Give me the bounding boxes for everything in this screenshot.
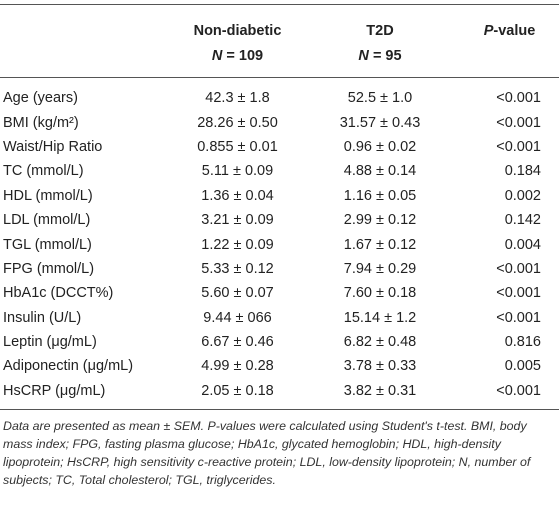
p-value: 0.004 bbox=[504, 236, 541, 253]
header-text: -value bbox=[493, 23, 536, 39]
p-value: <0.001 bbox=[496, 309, 541, 326]
cell-value: 2.05 ± 0.18 bbox=[201, 382, 274, 399]
header-cell bbox=[0, 5, 175, 43]
cell-value: 28.26 ± 0.50 bbox=[197, 114, 278, 131]
p-value: <0.001 bbox=[496, 114, 541, 131]
cell-value: 2.99 ± 0.12 bbox=[343, 212, 417, 229]
cell-value: 31.57 ± 0.43 bbox=[339, 114, 421, 131]
footnote: Data are presented as mean ± SEM. P-valu… bbox=[3, 419, 531, 487]
row-label: LDL (mmol/L) bbox=[3, 212, 91, 229]
table-header: Non-diabetic T2D P-value N = 109 N = 95 bbox=[0, 4, 559, 78]
cell-value: 15.14 ± 1.2 bbox=[343, 309, 417, 326]
cell-value: 1.22 ± 0.09 bbox=[201, 236, 274, 253]
table-row: FPG (mmol/L) 5.33 ± 0.12 7.94 ± 0.29 <0.001 bbox=[0, 257, 559, 281]
row-label: Adiponectin (μg/mL) bbox=[3, 358, 134, 375]
row-label: Insulin (U/L) bbox=[3, 309, 82, 326]
table-row: Leptin (μg/mL) 6.67 ± 0.46 6.82 ± 0.48 0.81… bbox=[0, 330, 559, 354]
table-row: Waist/Hip Ratio 0.855 ± 0.01 0.96 ± 0.02 <0… bbox=[0, 135, 559, 159]
p-value: 0.005 bbox=[504, 358, 541, 375]
cell-value: 6.67 ± 0.46 bbox=[201, 334, 274, 351]
p-value: <0.001 bbox=[496, 285, 541, 302]
cell-value: 9.44 ± 066 bbox=[203, 309, 272, 326]
row-label: FPG (mmol/L) bbox=[3, 260, 95, 277]
row-label: BMI (kg/m²) bbox=[3, 114, 79, 131]
header-cell bbox=[0, 42, 175, 78]
cell-value: 42.3 ± 1.8 bbox=[205, 90, 270, 107]
table-row: HsCRP (μg/mL) 2.05 ± 0.18 3.82 ± 0.31 <0.00… bbox=[0, 379, 559, 410]
table-row: Insulin (U/L) 9.44 ± 066 15.14 ± 1.2 <0.001 bbox=[0, 306, 559, 330]
p-value: <0.001 bbox=[496, 90, 541, 107]
row-label: HbA1c (DCCT%) bbox=[3, 285, 114, 302]
table-row: BMI (kg/m²) 28.26 ± 0.50 31.57 ± 0.43 <0.00… bbox=[0, 110, 559, 134]
cell-value: 3.21 ± 0.09 bbox=[201, 212, 274, 229]
table-body: Age (years) 42.3 ± 1.8 52.5 ± 1.0 <0.001 BMI… bbox=[0, 78, 559, 410]
header-cell: P-value bbox=[460, 5, 559, 43]
p-value: 0.816 bbox=[504, 334, 541, 351]
cell-value: 5.11 ± 0.09 bbox=[201, 163, 274, 180]
row-label: Waist/Hip Ratio bbox=[3, 138, 103, 155]
cell-value: 4.99 ± 0.28 bbox=[201, 358, 274, 375]
table-row: TC (mmol/L) 5.11 ± 0.09 4.88 ± 0.14 0.184 bbox=[0, 159, 559, 183]
table-row: HbA1c (DCCT%) 5.60 ± 0.07 7.60 ± 0.18 <0.00… bbox=[0, 281, 559, 305]
table-row: TGL (mmol/L) 1.22 ± 0.09 1.67 ± 0.12 0.004 bbox=[0, 232, 559, 256]
cell-value: 5.33 ± 0.12 bbox=[201, 260, 274, 277]
header-text: = 95 bbox=[372, 48, 402, 64]
header-text: = 109 bbox=[226, 48, 264, 64]
p-value: 0.002 bbox=[504, 187, 541, 204]
cell-value: 4.88 ± 0.14 bbox=[343, 163, 417, 180]
italic-text: P bbox=[483, 23, 494, 39]
row-label: HDL (mmol/L) bbox=[3, 187, 93, 204]
italic-text: N bbox=[358, 48, 369, 64]
header-cell: Non-diabetic bbox=[193, 23, 282, 39]
table-row: Adiponectin (μg/mL) 4.99 ± 0.28 3.78 ± 0.3… bbox=[0, 354, 559, 378]
header-cell: N = 95 bbox=[300, 42, 460, 78]
row-label: Age (years) bbox=[3, 90, 78, 107]
p-value: 0.184 bbox=[504, 163, 541, 180]
table-row: HDL (mmol/L) 1.36 ± 0.04 1.16 ± 0.05 0.002 bbox=[0, 184, 559, 208]
row-label: HsCRP (μg/mL) bbox=[3, 382, 106, 399]
cell-value: 7.60 ± 0.18 bbox=[343, 285, 417, 302]
cell-value: 5.60 ± 0.07 bbox=[201, 285, 274, 302]
cell-value: 3.78 ± 0.33 bbox=[343, 358, 417, 375]
cell-value: 6.82 ± 0.48 bbox=[343, 334, 417, 351]
p-value: 0.142 bbox=[504, 212, 541, 229]
row-label: TGL (mmol/L) bbox=[3, 236, 92, 253]
cell-value: 7.94 ± 0.29 bbox=[343, 260, 417, 277]
header-cell: N = 109 bbox=[175, 42, 300, 78]
p-value: <0.001 bbox=[496, 260, 541, 277]
cell-value: 0.855 ± 0.01 bbox=[197, 138, 278, 155]
p-value: <0.001 bbox=[496, 382, 541, 399]
cell-value: 1.16 ± 0.05 bbox=[343, 187, 417, 204]
header-cell: T2D bbox=[366, 23, 394, 39]
cell-value: 1.67 ± 0.12 bbox=[343, 236, 417, 253]
cell-value: 52.5 ± 1.0 bbox=[347, 90, 413, 107]
italic-text: N bbox=[211, 48, 223, 64]
cell-value: 1.36 ± 0.04 bbox=[201, 187, 274, 204]
cell-value: 0.96 ± 0.02 bbox=[343, 138, 417, 155]
data-table: Non-diabetic T2D P-value N = 109 N = 95 … bbox=[0, 4, 559, 410]
table-row: LDL (mmol/L) 3.21 ± 0.09 2.99 ± 0.12 0.142 bbox=[0, 208, 559, 232]
row-label: TC (mmol/L) bbox=[3, 163, 84, 180]
header-cell bbox=[460, 42, 559, 78]
p-value: <0.001 bbox=[496, 138, 541, 155]
table-row: Age (years) 42.3 ± 1.8 52.5 ± 1.0 <0.001 bbox=[0, 78, 559, 111]
row-label: Leptin (μg/mL) bbox=[3, 334, 97, 351]
cell-value: 3.82 ± 0.31 bbox=[343, 382, 417, 399]
